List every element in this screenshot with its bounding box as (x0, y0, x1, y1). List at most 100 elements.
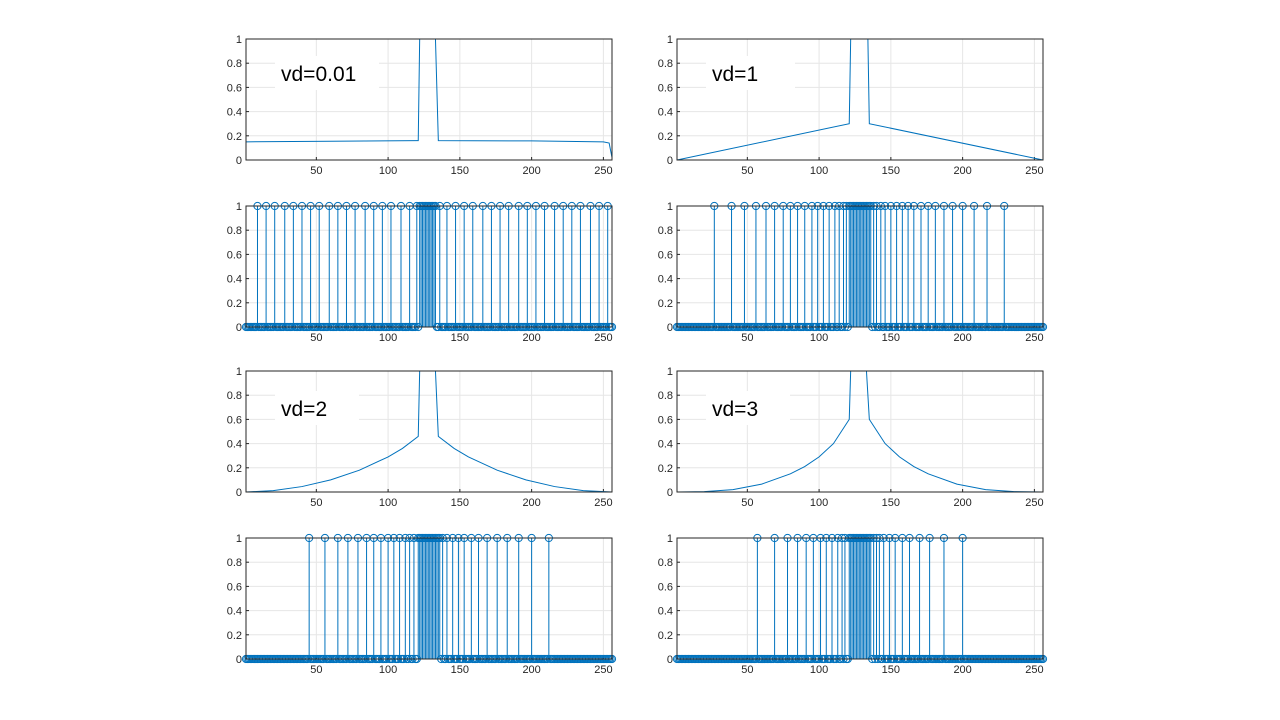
y-tick-label: 0.6 (658, 414, 673, 426)
chart-panel-2: 50 100 150 200 250 0 0.2 0.4 0.6 0.8 1 vd=1 (658, 34, 1044, 177)
y-tick-label: 1 (236, 34, 242, 46)
y-tick-label: 0.2 (658, 131, 673, 143)
chart-panel-8: 50 100 150 200 250 0 0.2 0.4 0.6 0.8 1 (658, 533, 1048, 676)
y-tick-label: 0.8 (658, 58, 673, 70)
axes-frame (245, 38, 613, 161)
chart-panel-5: 50 100 150 200 250 0 0.2 0.4 0.6 0.8 1 vd=2 (227, 366, 613, 509)
x-tick-label: 50 (310, 664, 322, 676)
y-tick-label: 0 (236, 322, 242, 334)
y-tick-label: 1 (236, 533, 242, 545)
y-tick-label: 0 (667, 155, 673, 167)
y-tick-label: 0.6 (227, 414, 242, 426)
annotation-box (706, 391, 790, 425)
x-tick-label: 200 (953, 497, 971, 509)
chart-panel-6: 50 100 150 200 250 0 0.2 0.4 0.6 0.8 1 vd=3 (658, 366, 1044, 509)
x-tick-label: 100 (379, 332, 397, 344)
x-tick-label: 150 (882, 664, 900, 676)
y-tick-label: 1 (236, 366, 242, 378)
axes-frame (676, 370, 1044, 493)
chart-panel-1: 50 100 150 200 250 0 0.2 0.4 0.6 0.8 1 vd=0.01 (227, 34, 613, 177)
y-tick-label: 0.2 (227, 298, 242, 310)
y-tick-label: 0.6 (227, 249, 242, 261)
chart-panel-7: 50 100 150 200 250 0 0.2 0.4 0.6 0.8 1 (227, 533, 617, 676)
y-tick-label: 0.2 (227, 131, 242, 143)
y-tick-label: 0 (236, 487, 242, 499)
chart-panel-4: 50 100 150 200 250 0 0.2 0.4 0.6 0.8 1 (658, 201, 1048, 344)
x-tick-label: 150 (882, 497, 900, 509)
y-tick-label: 0.4 (658, 606, 673, 618)
y-tick-label: 0 (667, 322, 673, 334)
y-tick-label: 0.2 (227, 630, 242, 642)
y-tick-label: 0.8 (658, 390, 673, 402)
y-tick-label: 0 (667, 487, 673, 499)
axes-frame (245, 370, 613, 493)
x-tick-label: 200 (953, 332, 971, 344)
x-tick-label: 200 (953, 664, 971, 676)
annotation-box (275, 391, 359, 425)
x-tick-label: 100 (379, 664, 397, 676)
axes-frame (676, 537, 1044, 660)
axes-frame (676, 205, 1044, 328)
plot-area (677, 371, 1043, 492)
x-tick-label: 100 (379, 497, 397, 509)
x-tick-label: 150 (451, 497, 469, 509)
y-tick-label: 0.6 (658, 82, 673, 94)
x-tick-label: 200 (522, 165, 540, 177)
y-tick-label: 0.8 (227, 225, 242, 237)
y-tick-label: 0.2 (658, 298, 673, 310)
y-tick-label: 1 (667, 366, 673, 378)
y-tick-label: 1 (667, 533, 673, 545)
plot-area (246, 538, 612, 659)
x-tick-label: 250 (594, 165, 612, 177)
x-tick-label: 100 (810, 332, 828, 344)
y-tick-label: 0 (236, 654, 242, 666)
x-tick-label: 100 (810, 497, 828, 509)
annotation-label: vd=3 (712, 398, 758, 421)
y-tick-label: 0.6 (658, 249, 673, 261)
y-tick-label: 0 (667, 654, 673, 666)
x-tick-label: 250 (1025, 497, 1043, 509)
y-tick-label: 0.2 (658, 630, 673, 642)
y-tick-label: 0.6 (227, 581, 242, 593)
y-tick-label: 0.4 (227, 439, 242, 451)
y-tick-label: 1 (667, 201, 673, 213)
x-tick-label: 150 (451, 664, 469, 676)
x-tick-label: 150 (451, 165, 469, 177)
x-tick-label: 100 (810, 165, 828, 177)
x-tick-label: 50 (310, 165, 322, 177)
y-tick-label: 0.4 (658, 107, 673, 119)
x-tick-label: 50 (310, 332, 322, 344)
x-tick-label: 50 (741, 497, 753, 509)
y-tick-label: 0.4 (227, 606, 242, 618)
x-tick-label: 250 (1025, 664, 1043, 676)
x-tick-label: 150 (882, 165, 900, 177)
annotation-label: vd=0.01 (281, 63, 356, 86)
plot-area (246, 206, 612, 327)
plot-area (677, 206, 1043, 327)
x-tick-label: 150 (451, 332, 469, 344)
x-tick-label: 250 (594, 497, 612, 509)
y-tick-label: 0.6 (227, 82, 242, 94)
y-tick-label: 1 (236, 201, 242, 213)
x-tick-label: 200 (953, 165, 971, 177)
y-tick-label: 0.8 (227, 390, 242, 402)
x-tick-label: 150 (882, 332, 900, 344)
y-tick-label: 0.6 (658, 581, 673, 593)
plot-area (677, 538, 1043, 659)
y-tick-label: 0.8 (658, 557, 673, 569)
x-tick-label: 50 (741, 165, 753, 177)
y-tick-label: 0.2 (658, 463, 673, 475)
y-tick-label: 0.8 (658, 225, 673, 237)
x-tick-label: 250 (1025, 165, 1043, 177)
y-tick-label: 0.4 (658, 439, 673, 451)
x-tick-label: 100 (810, 664, 828, 676)
chart-panel-3: 50 100 150 200 250 0 0.2 0.4 0.6 0.8 1 (227, 201, 617, 344)
x-tick-label: 100 (379, 165, 397, 177)
axes-frame (676, 38, 1044, 161)
y-tick-label: 0.4 (658, 274, 673, 286)
axes-frame (245, 205, 613, 328)
y-tick-label: 1 (667, 34, 673, 46)
x-tick-label: 50 (741, 664, 753, 676)
x-tick-label: 250 (1025, 332, 1043, 344)
